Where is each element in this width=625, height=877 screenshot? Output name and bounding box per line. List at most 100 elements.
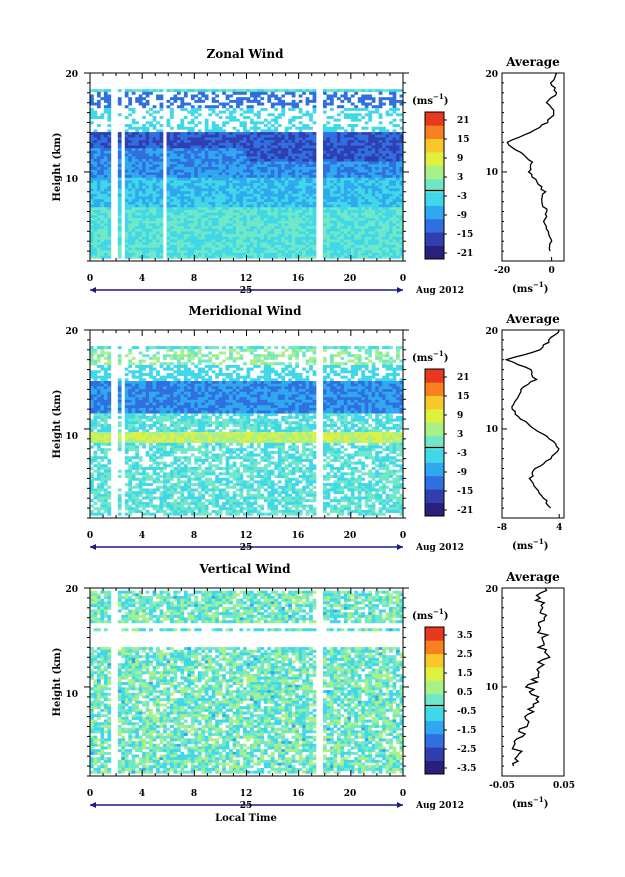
zonal-cell — [295, 146, 299, 149]
zonal-cell — [382, 250, 386, 253]
zonal-cell — [222, 253, 226, 256]
meridional-cell — [93, 392, 97, 395]
zonal-cell — [267, 172, 271, 175]
zonal-cell — [187, 159, 191, 162]
zonal-cell — [247, 242, 251, 245]
zonal-cell — [194, 172, 198, 175]
zonal-cell — [347, 213, 351, 216]
zonal-cell — [240, 197, 244, 200]
zonal-cell — [107, 129, 111, 132]
meridional-cell — [90, 386, 94, 389]
zonal-cell — [104, 191, 108, 194]
zonal-cell — [187, 89, 191, 92]
zonal-cell — [344, 207, 348, 210]
meridional-cell — [97, 435, 101, 438]
zonal-cell — [160, 197, 164, 200]
meridional-cell — [104, 475, 108, 478]
zonal-cell — [288, 89, 292, 92]
zonal-cell — [198, 105, 202, 108]
zonal-cell — [278, 237, 282, 240]
zonal-cell — [340, 137, 344, 140]
zonal-cell — [160, 199, 164, 202]
zonal-cell — [142, 199, 146, 202]
zonal-cell — [167, 178, 171, 181]
zonal-cell — [389, 103, 393, 106]
zonal-cell — [208, 194, 212, 197]
zonal-ytick-10: 10 — [65, 175, 78, 185]
zonal-cell — [285, 146, 289, 149]
zonal-cell — [208, 108, 212, 111]
zonal-cell — [247, 146, 251, 149]
zonal-cell — [229, 191, 233, 194]
zonal-cell — [267, 229, 271, 232]
zonal-cell — [215, 242, 219, 245]
zonal-cell — [236, 210, 240, 213]
zonal-cell — [354, 156, 358, 159]
zonal-cell — [351, 250, 355, 253]
zonal-cell — [274, 154, 278, 157]
zonal-cell — [264, 151, 268, 154]
zonal-cell — [326, 248, 330, 251]
zonal-cell — [306, 178, 310, 181]
zonal-cell — [250, 248, 254, 251]
zonal-cell — [375, 250, 379, 253]
zonal-cell — [257, 180, 261, 183]
zonal-cell — [177, 135, 181, 138]
zonal-cell — [267, 205, 271, 208]
zonal-cell — [299, 210, 303, 213]
zonal-cell — [389, 164, 393, 167]
meridional-cell — [104, 480, 108, 483]
zonal-cell — [187, 137, 191, 140]
zonal-cell — [243, 175, 247, 178]
zonal-cell — [187, 205, 191, 208]
zonal-cell — [274, 218, 278, 221]
zonal-cell — [361, 223, 365, 226]
zonal-cell — [358, 170, 362, 173]
zonal-cell — [132, 194, 136, 197]
zonal-cell — [135, 162, 139, 165]
zonal-cell — [264, 92, 268, 95]
zonal-cell — [340, 151, 344, 154]
zonal-cell — [372, 253, 376, 256]
zonal-cell — [309, 215, 313, 218]
zonal-cell — [236, 245, 240, 248]
zonal-cell — [257, 164, 261, 167]
zonal-cell — [170, 245, 174, 248]
zonal-cell — [379, 221, 383, 224]
zonal-cell — [292, 240, 296, 243]
zonal-cell — [191, 119, 195, 122]
zonal-cell — [139, 94, 143, 97]
zonal-cell — [177, 186, 181, 189]
zonal-cell — [313, 89, 317, 92]
meridional-title: Meridional Wind — [189, 304, 303, 318]
zonal-cell — [125, 92, 129, 95]
zonal-cell — [142, 105, 146, 108]
zonal-cell — [167, 197, 171, 200]
zonal-cell — [173, 223, 177, 226]
zonal-cell — [219, 218, 223, 221]
zonal-cell — [365, 186, 369, 189]
zonal-cell — [386, 113, 390, 116]
zonal-cell — [240, 226, 244, 229]
meridional-cell — [104, 376, 108, 379]
zonal-cell — [118, 97, 122, 100]
zonal-cell — [233, 162, 237, 165]
zonal-cell — [233, 178, 237, 181]
zonal-cell — [90, 159, 94, 162]
zonal-cell — [194, 210, 198, 213]
zonal-cell — [302, 218, 306, 221]
zonal-cell — [340, 215, 344, 218]
zonal-cell — [233, 111, 237, 114]
zonal-cell — [243, 124, 247, 127]
zonal-cell — [264, 172, 268, 175]
zonal-cell — [191, 215, 195, 218]
zonal-cell — [281, 202, 285, 205]
zonal-cell — [302, 231, 306, 234]
zonal-cell — [288, 205, 292, 208]
zonal-cell — [306, 210, 310, 213]
zonal-cell — [285, 229, 289, 232]
zonal-cell — [146, 237, 150, 240]
zonal-cell — [205, 137, 209, 140]
zonal-cell — [326, 146, 330, 149]
zonal-cell — [333, 94, 337, 97]
